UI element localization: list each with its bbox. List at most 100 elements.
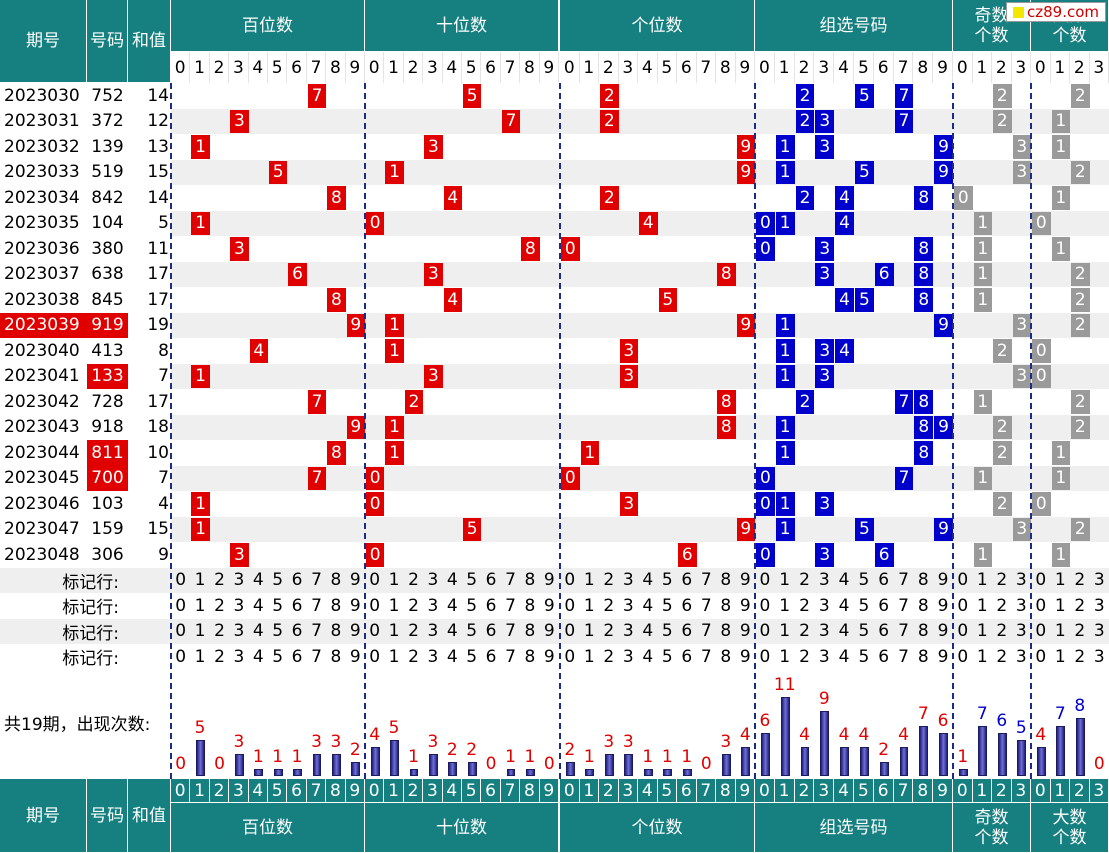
marker-digit[interactable]: 3 (1015, 570, 1027, 591)
marker-digit[interactable]: 3 (1093, 621, 1105, 642)
marker-digit[interactable]: 2 (1074, 570, 1086, 591)
marker-digit[interactable]: 3 (622, 595, 634, 616)
marker-digit[interactable]: 8 (330, 570, 342, 591)
marker-digit[interactable]: 4 (838, 570, 850, 591)
marker-digit[interactable]: 4 (838, 646, 850, 667)
marker-digit[interactable]: 2 (799, 621, 810, 642)
marker-digit[interactable]: 0 (175, 621, 187, 642)
marker-digit[interactable]: 5 (466, 595, 478, 616)
marker-digit[interactable]: 5 (466, 646, 478, 667)
marker-digit[interactable]: 0 (957, 646, 969, 667)
marker-digit[interactable]: 7 (700, 570, 712, 591)
marker-digit[interactable]: 0 (369, 646, 381, 667)
marker-digit[interactable]: 1 (388, 570, 400, 591)
marker-digit[interactable]: 0 (1035, 646, 1047, 667)
marker-digit[interactable]: 1 (583, 570, 595, 591)
marker-digit[interactable]: 5 (272, 595, 284, 616)
marker-digit[interactable]: 6 (291, 621, 303, 642)
marker-digit[interactable]: 8 (720, 570, 732, 591)
marker-digit[interactable]: 8 (917, 570, 929, 591)
marker-digit[interactable]: 1 (1054, 570, 1066, 591)
marker-digit[interactable]: 0 (759, 595, 771, 616)
marker-digit[interactable]: 2 (996, 570, 1008, 591)
marker-digit[interactable]: 1 (583, 595, 595, 616)
marker-digit[interactable]: 1 (779, 570, 791, 591)
marker-digit[interactable]: 4 (446, 646, 458, 667)
marker-digit[interactable]: 5 (272, 621, 284, 642)
marker-digit[interactable]: 6 (485, 570, 497, 591)
marker-digit[interactable]: 0 (1035, 570, 1047, 591)
marker-digit[interactable]: 7 (898, 595, 909, 616)
marker-digit[interactable]: 3 (1093, 570, 1105, 591)
marker-digit[interactable]: 7 (700, 621, 712, 642)
marker-digit[interactable]: 0 (957, 621, 969, 642)
marker-digit[interactable]: 8 (917, 646, 929, 667)
marker-digit[interactable]: 1 (194, 621, 206, 642)
marker-digit[interactable]: 9 (543, 646, 555, 667)
marker-digit[interactable]: 9 (739, 646, 751, 667)
marker-digit[interactable]: 3 (427, 595, 439, 616)
marker-digit[interactable]: 5 (661, 621, 673, 642)
marker-digit[interactable]: 1 (779, 646, 791, 667)
marker-digit[interactable]: 3 (622, 570, 634, 591)
marker-digit[interactable]: 3 (622, 646, 634, 667)
marker-digit[interactable]: 5 (466, 621, 478, 642)
marker-digit[interactable]: 0 (1035, 595, 1047, 616)
marker-digit[interactable]: 0 (564, 595, 576, 616)
marker-digit[interactable]: 0 (957, 570, 969, 591)
marker-digit[interactable]: 7 (311, 570, 322, 591)
marker-digit[interactable]: 4 (446, 570, 458, 591)
marker-digit[interactable]: 2 (408, 621, 419, 642)
marker-digit[interactable]: 1 (976, 570, 988, 591)
marker-digit[interactable]: 2 (799, 646, 810, 667)
marker-digit[interactable]: 1 (583, 621, 595, 642)
marker-digit[interactable]: 6 (681, 595, 693, 616)
marker-digit[interactable]: 8 (330, 646, 342, 667)
marker-digit[interactable]: 6 (485, 621, 497, 642)
marker-digit[interactable]: 2 (996, 621, 1008, 642)
marker-digit[interactable]: 4 (838, 595, 850, 616)
marker-digit[interactable]: 1 (779, 595, 791, 616)
marker-digit[interactable]: 4 (838, 621, 850, 642)
marker-digit[interactable]: 4 (252, 570, 264, 591)
marker-digit[interactable]: 7 (311, 595, 322, 616)
marker-digit[interactable]: 2 (1074, 595, 1086, 616)
marker-digit[interactable]: 1 (388, 595, 400, 616)
marker-digit[interactable]: 6 (681, 570, 693, 591)
marker-digit[interactable]: 0 (369, 570, 381, 591)
marker-digit[interactable]: 8 (720, 621, 732, 642)
marker-digit[interactable]: 7 (311, 646, 322, 667)
marker-digit[interactable]: 3 (818, 621, 830, 642)
marker-digit[interactable]: 7 (700, 646, 712, 667)
marker-digit[interactable]: 3 (233, 595, 245, 616)
marker-digit[interactable]: 0 (175, 646, 187, 667)
marker-digit[interactable]: 8 (330, 595, 342, 616)
marker-digit[interactable]: 8 (524, 595, 536, 616)
marker-digit[interactable]: 9 (937, 621, 949, 642)
marker-digit[interactable]: 5 (661, 595, 673, 616)
marker-digit[interactable]: 1 (194, 570, 206, 591)
marker-digit[interactable]: 7 (505, 570, 516, 591)
marker-digit[interactable]: 7 (700, 595, 712, 616)
marker-digit[interactable]: 5 (466, 570, 478, 591)
marker-digit[interactable]: 8 (330, 621, 342, 642)
marker-digit[interactable]: 7 (505, 646, 516, 667)
marker-digit[interactable]: 4 (252, 621, 264, 642)
marker-digit[interactable]: 6 (291, 646, 303, 667)
marker-digit[interactable]: 9 (349, 621, 361, 642)
marker-digit[interactable]: 3 (233, 570, 245, 591)
marker-digit[interactable]: 5 (272, 646, 284, 667)
marker-digit[interactable]: 9 (937, 595, 949, 616)
marker-digit[interactable]: 4 (642, 595, 654, 616)
marker-digit[interactable]: 7 (505, 595, 516, 616)
marker-digit[interactable]: 9 (349, 570, 361, 591)
marker-digit[interactable]: 4 (642, 570, 654, 591)
marker-digit[interactable]: 9 (543, 570, 555, 591)
marker-digit[interactable]: 2 (1074, 646, 1086, 667)
marker-digit[interactable]: 0 (1035, 621, 1047, 642)
marker-digit[interactable]: 1 (1054, 595, 1066, 616)
marker-digit[interactable]: 4 (446, 595, 458, 616)
marker-digit[interactable]: 9 (349, 595, 361, 616)
marker-digit[interactable]: 3 (427, 646, 439, 667)
marker-digit[interactable]: 1 (388, 646, 400, 667)
